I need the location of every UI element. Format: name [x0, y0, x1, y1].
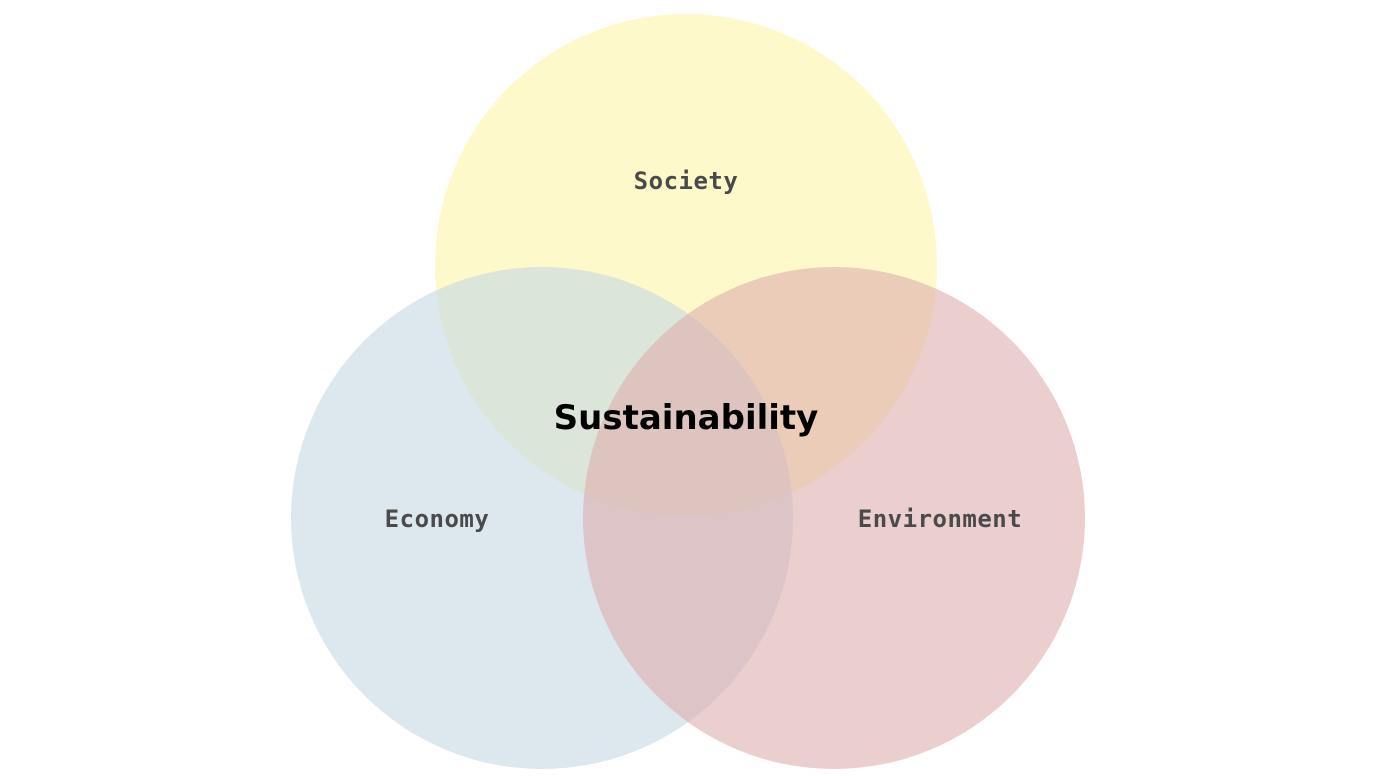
- environment-circle: [583, 267, 1085, 769]
- sustainability-label: Sustainability: [554, 398, 819, 438]
- environment-label: Environment: [858, 505, 1022, 533]
- society-label: Society: [634, 167, 739, 195]
- economy-label: Economy: [385, 505, 490, 533]
